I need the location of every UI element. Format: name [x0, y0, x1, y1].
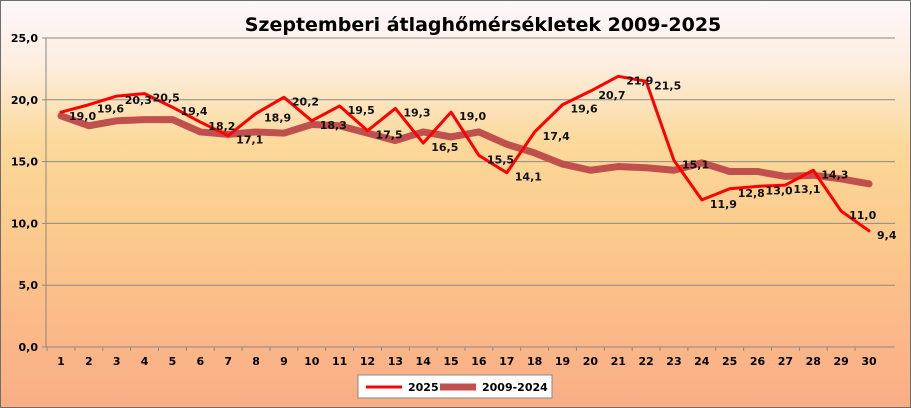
data-label: 20,5: [153, 92, 180, 105]
x-tick-label: 24: [694, 355, 710, 368]
x-tick-label: 28: [806, 355, 821, 368]
data-label: 19,5: [348, 104, 375, 117]
x-tick-label: 26: [750, 355, 766, 368]
y-tick-label: 5,0: [19, 279, 39, 292]
x-tick-label: 18: [527, 355, 542, 368]
series-line-2025: [59, 74, 871, 233]
x-tick-label: 3: [113, 355, 121, 368]
x-tick-label: 29: [833, 355, 848, 368]
chart-title: Szeptemberi átlaghőmérsékletek 2009-2025: [245, 14, 722, 36]
data-label: 9,4: [877, 229, 897, 242]
x-tick-label: 14: [416, 355, 432, 368]
data-label: 19,4: [180, 105, 207, 118]
data-label: 19,6: [97, 103, 124, 116]
x-tick-label: 10: [304, 355, 320, 368]
y-tick-label: 0,0: [19, 341, 39, 354]
y-tick-label: 10,0: [11, 217, 38, 230]
x-tick-label: 23: [666, 355, 681, 368]
data-label: 21,9: [626, 74, 653, 87]
data-label: 13,1: [793, 183, 820, 196]
data-label: 17,4: [543, 130, 570, 143]
x-tick-label: 25: [722, 355, 737, 368]
data-label: 21,5: [654, 79, 681, 92]
x-tick-label: 11: [332, 355, 347, 368]
data-label: 19,0: [459, 110, 486, 123]
legend-label-2009-2024: 2009-2024: [482, 381, 548, 394]
data-label: 13,0: [766, 184, 793, 197]
x-tick-label: 27: [778, 355, 793, 368]
x-tick-label: 1: [57, 355, 65, 368]
data-label: 20,3: [125, 94, 152, 107]
legend: 2025 2009-2024: [357, 374, 553, 399]
data-label: 12,8: [738, 187, 765, 200]
data-label: 18,9: [264, 111, 291, 124]
x-tick-label: 8: [252, 355, 260, 368]
data-label: 14,3: [821, 168, 848, 181]
data-label: 19,3: [403, 106, 430, 119]
x-tick-label: 17: [499, 355, 514, 368]
data-label: 20,2: [292, 95, 319, 108]
data-label: 16,5: [431, 141, 458, 154]
data-label: 11,9: [710, 198, 737, 211]
y-tick-label: 25,0: [11, 32, 38, 45]
x-tick-label: 16: [471, 355, 487, 368]
series-line-2009-2024: [57, 112, 873, 188]
x-tick-label: 7: [224, 355, 232, 368]
x-tick-label: 5: [169, 355, 177, 368]
data-label: 20,7: [598, 89, 625, 102]
x-tick-label: 20: [583, 355, 599, 368]
data-label: 15,5: [487, 153, 514, 166]
data-label: 19,0: [69, 110, 96, 123]
x-tick-label: 15: [443, 355, 458, 368]
data-label: 19,6: [571, 103, 598, 116]
x-tick-label: 9: [280, 355, 288, 368]
x-tick-label: 4: [141, 355, 149, 368]
data-label: 14,1: [515, 171, 542, 184]
y-tick-label: 20,0: [11, 94, 38, 107]
data-label: 17,5: [375, 129, 402, 142]
data-label: 15,1: [682, 158, 709, 171]
x-tick-label: 21: [611, 355, 626, 368]
data-label: 11,0: [849, 209, 876, 222]
data-label: 17,1: [236, 134, 263, 147]
legend-label-2025: 2025: [408, 381, 439, 394]
x-tick-label: 12: [360, 355, 375, 368]
x-tick-label: 22: [638, 355, 653, 368]
data-label: 18,3: [320, 119, 347, 132]
x-tick-label: 30: [861, 355, 877, 368]
x-tick-label: 19: [555, 355, 570, 368]
y-tick-label: 15,0: [11, 156, 38, 169]
data-label: 18,2: [208, 120, 235, 133]
x-tick-label: 6: [196, 355, 204, 368]
x-tick-label: 2: [85, 355, 93, 368]
x-tick-label: 13: [388, 355, 403, 368]
